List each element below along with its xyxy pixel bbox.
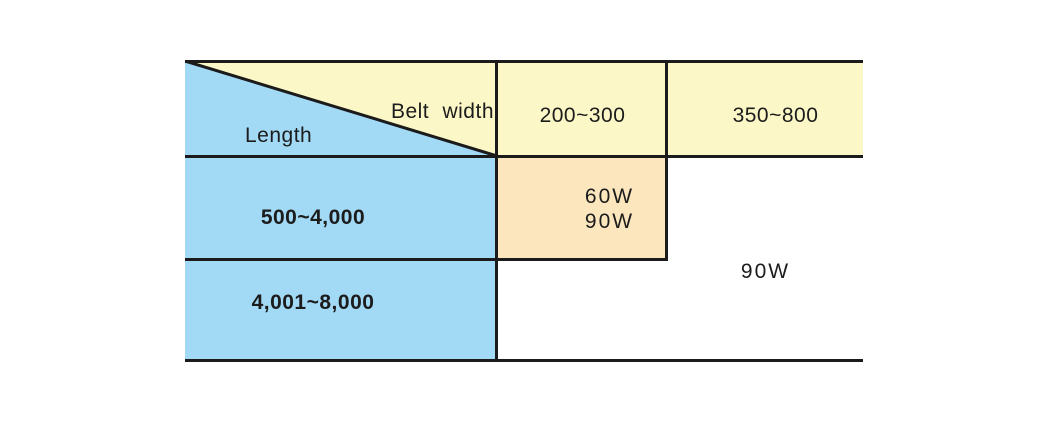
diagonal-split-graphic	[185, 60, 497, 157]
grid-line-column-divider-2	[665, 60, 668, 260]
corner-header-cell: Belt width Length	[185, 60, 497, 157]
row-cell-length-4001-8000: 4,001~8,000	[185, 260, 497, 362]
power-cell-60w-90w: 60W 90W	[497, 157, 668, 260]
belt-width-axis-label: Belt width	[390, 100, 494, 123]
grid-line-bottom-border	[185, 359, 863, 362]
power-cell-line-60w: 60W	[584, 184, 635, 208]
grid-line-header-bottom	[185, 155, 863, 158]
header-cell-belt-350-800: 350~800	[668, 60, 863, 157]
power-cell-merged-90w: 90W	[740, 259, 791, 283]
power-cell-line-90w: 90W	[584, 209, 635, 233]
length-axis-label: Length	[245, 124, 313, 147]
row-cell-length-500-4000: 500~4,000	[185, 157, 497, 260]
belt-power-selection-table: Belt width Length 200~300 350~800 500~4,…	[185, 60, 863, 362]
grid-line-top-border	[185, 60, 863, 63]
header-cell-belt-200-300: 200~300	[497, 60, 668, 157]
grid-line-column-divider-1	[495, 60, 498, 362]
grid-line-row-divider	[185, 258, 668, 261]
